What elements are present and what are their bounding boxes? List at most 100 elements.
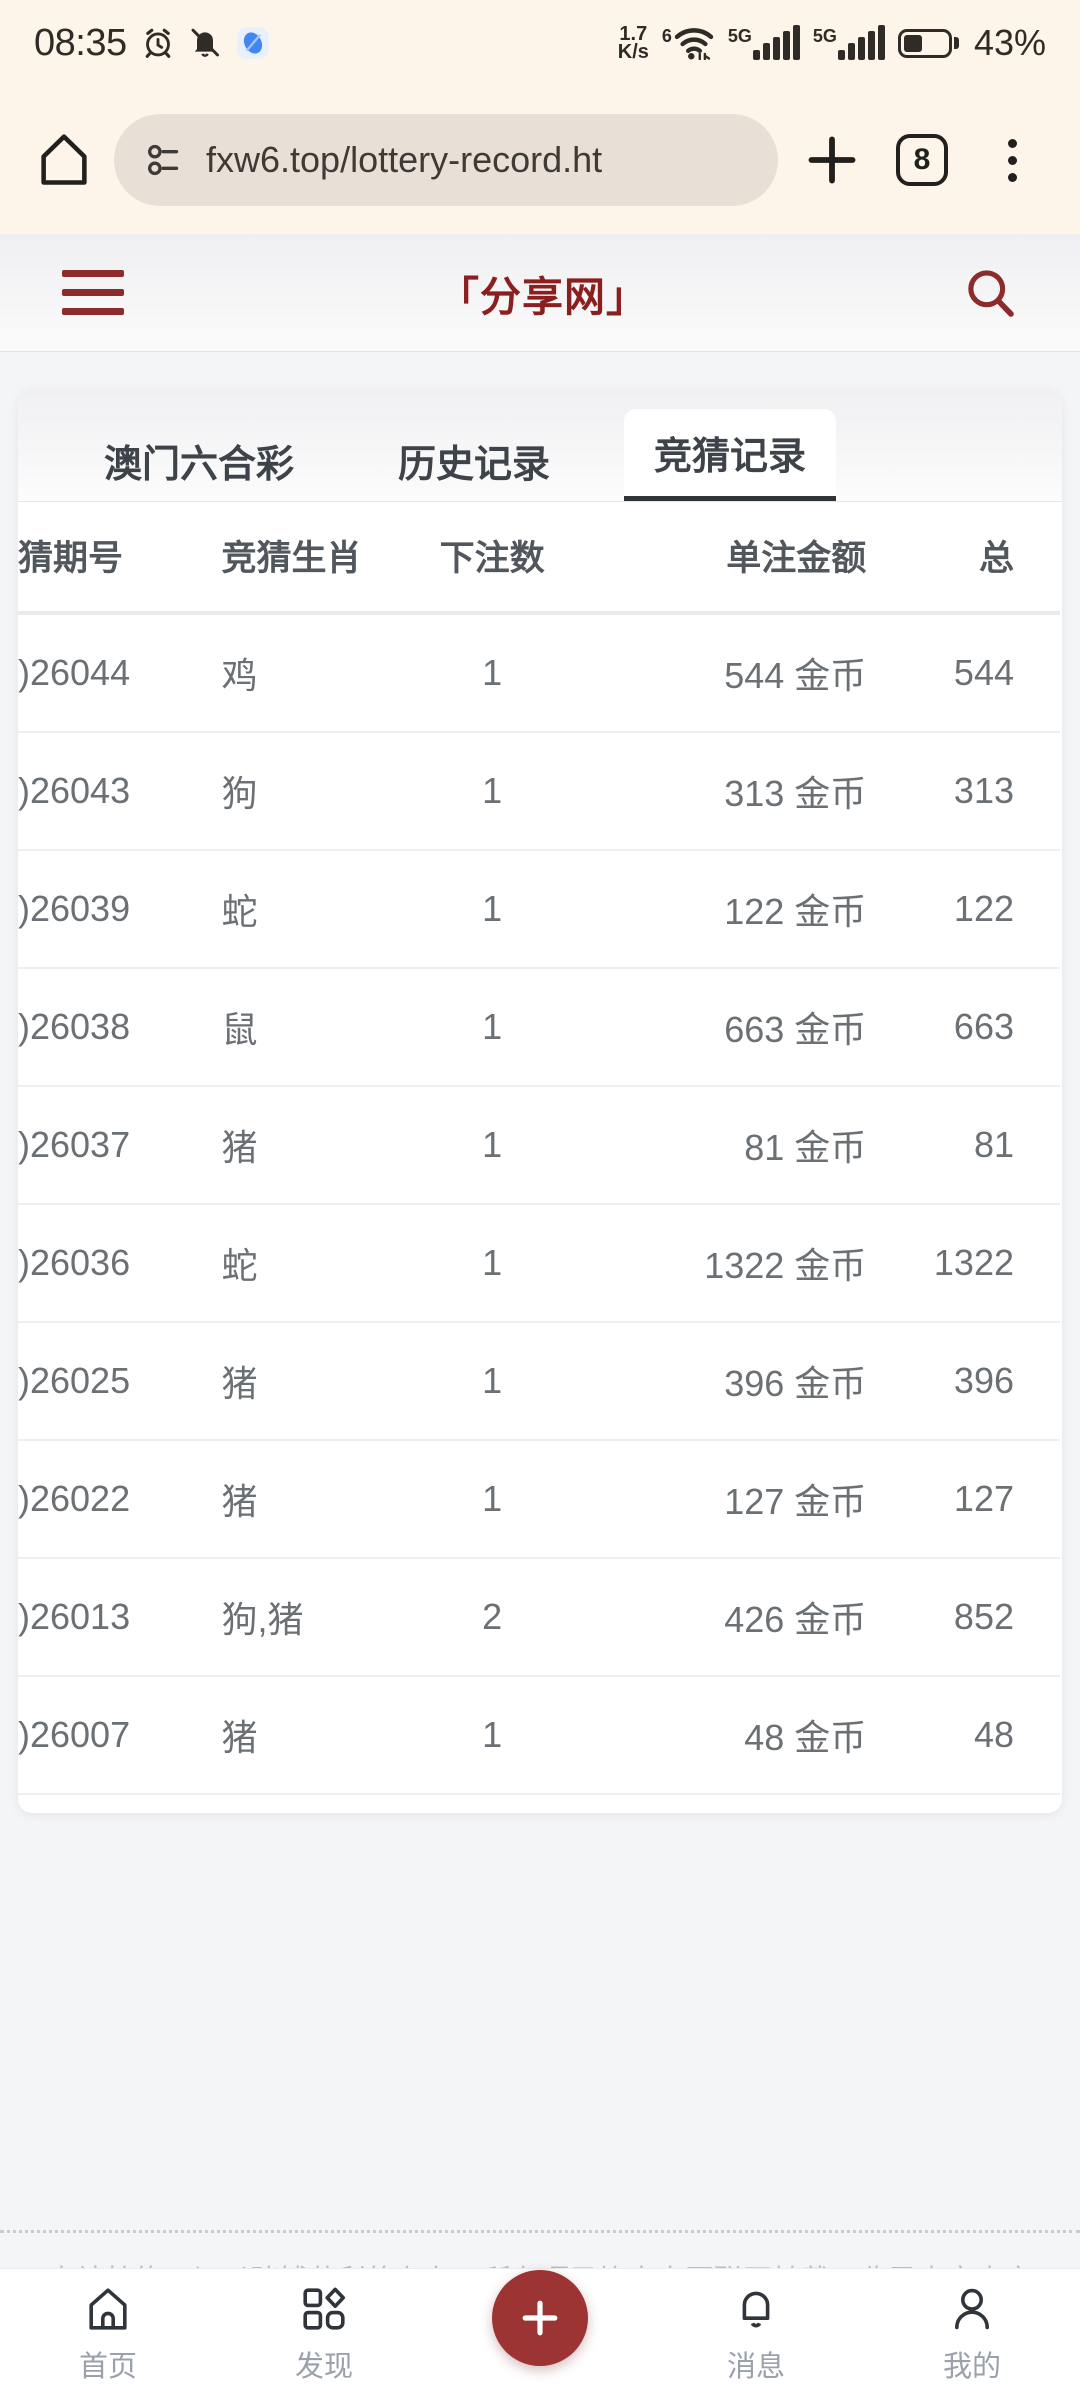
cell-zodiac: 蛇 bbox=[221, 1204, 400, 1323]
cell-total: 313 bbox=[866, 732, 1060, 851]
table-row[interactable]: )26007 猪 1 48 金币 48 bbox=[18, 1676, 1060, 1795]
cell-zodiac: 狗 bbox=[221, 732, 400, 851]
new-tab-button[interactable] bbox=[790, 118, 874, 202]
cell-period: )26038 bbox=[18, 968, 222, 1087]
cell-bet-count: 2 bbox=[399, 1558, 586, 1677]
status-clock: 08:35 bbox=[34, 21, 127, 64]
cell-bet-count: 1 bbox=[399, 1204, 586, 1323]
cell-period: )26037 bbox=[18, 1086, 222, 1205]
url-text: fxw6.top/lottery-record.ht bbox=[206, 139, 603, 180]
cell-bet-count: 1 bbox=[399, 968, 586, 1087]
add-button[interactable] bbox=[492, 2269, 588, 2366]
cell-period: )26043 bbox=[18, 732, 222, 851]
column-header-bet-count: 下注数 bbox=[399, 502, 586, 615]
cell-bet-count: 1 bbox=[399, 1440, 586, 1559]
nav-label-messages: 消息 bbox=[726, 2350, 785, 2383]
home-icon[interactable] bbox=[26, 122, 102, 198]
cell-period: )26007 bbox=[18, 1676, 222, 1795]
table-row[interactable]: )26037 猪 1 81 金币 81 bbox=[18, 1086, 1060, 1205]
wifi-icon: 6 bbox=[662, 26, 715, 60]
table-head: 猜期号 竞猜生肖 下注数 单注金额 总 bbox=[18, 502, 1060, 615]
cell-total: 127 bbox=[866, 1440, 1060, 1559]
cell-unit-amount: 663 金币 bbox=[585, 968, 867, 1087]
cell-unit-amount: 396 金币 bbox=[585, 1322, 867, 1441]
signal-icon-sim1: 5G bbox=[728, 25, 800, 60]
cell-total: 852 bbox=[866, 1558, 1060, 1677]
tab-history-record[interactable]: 历史记录 bbox=[398, 443, 551, 486]
nav-label-home: 首页 bbox=[78, 2350, 137, 2383]
bell-icon bbox=[742, 2291, 770, 2327]
cell-period: )26039 bbox=[18, 850, 222, 969]
column-header-period: 猜期号 bbox=[18, 502, 222, 615]
cell-total: 1322 bbox=[866, 1204, 1060, 1323]
records-table: 猜期号 竞猜生肖 下注数 单注金额 总 )26044 鸡 1 544 金币 544)26… bbox=[18, 502, 1060, 1795]
cell-zodiac: 鼠 bbox=[221, 968, 400, 1087]
cell-bet-count: 1 bbox=[399, 1322, 586, 1441]
records-table-scroll[interactable]: 猜期号 竞猜生肖 下注数 单注金额 总 )26044 鸡 1 544 金币 544)26… bbox=[18, 502, 1062, 1813]
cell-total: 663 bbox=[866, 968, 1060, 1087]
status-bar: 08:35 1.7 K/s bbox=[0, 0, 1080, 86]
table-row[interactable]: )26039 蛇 1 122 金币 122 bbox=[18, 850, 1060, 969]
url-bar[interactable]: fxw6.top/lottery-record.ht bbox=[114, 114, 778, 206]
grid-icon bbox=[303, 2287, 345, 2330]
nav-item-home[interactable]: 首页 bbox=[8, 2285, 208, 2385]
cell-unit-amount: 426 金币 bbox=[585, 1558, 867, 1677]
nav-item-profile[interactable]: 我的 bbox=[872, 2285, 1072, 2385]
table-row[interactable]: )26025 猪 1 396 金币 396 bbox=[18, 1322, 1060, 1441]
cell-unit-amount: 122 金币 bbox=[585, 850, 867, 969]
status-bar-right: 1.7 K/s 6 5G 5G bbox=[618, 22, 1046, 64]
signal-icon-sim2: 5G bbox=[813, 25, 885, 60]
cell-bet-count: 1 bbox=[399, 732, 586, 851]
cell-zodiac: 鸡 bbox=[221, 613, 400, 733]
browser-menu-button[interactable] bbox=[970, 118, 1054, 202]
hamburger-icon[interactable] bbox=[62, 270, 124, 315]
notifications-off-icon bbox=[191, 28, 219, 57]
cell-total: 544 bbox=[866, 613, 1060, 733]
cell-unit-amount: 48 金币 bbox=[585, 1676, 867, 1795]
tab-strip: 澳门六合彩 历史记录 竞猜记录 bbox=[18, 390, 1062, 502]
alarm-icon bbox=[145, 28, 170, 58]
home-icon bbox=[89, 2287, 127, 2330]
nav-item-messages[interactable]: 消息 bbox=[656, 2285, 856, 2385]
cell-unit-amount: 81 金币 bbox=[585, 1086, 867, 1205]
tab-switcher-button[interactable]: 8 bbox=[880, 118, 964, 202]
cell-period: )26036 bbox=[18, 1204, 222, 1323]
site-header: 「分享网」 bbox=[0, 234, 1080, 352]
page-info-icon bbox=[148, 144, 179, 176]
cell-zodiac: 猪 bbox=[221, 1086, 400, 1205]
table-body: )26044 鸡 1 544 金币 544)26043 狗 1 313 金币 313)26039… bbox=[18, 613, 1060, 1795]
cell-unit-amount: 1322 金币 bbox=[585, 1204, 867, 1323]
cell-period: )26022 bbox=[18, 1440, 222, 1559]
browser-icon bbox=[236, 27, 269, 59]
table-row[interactable]: )26038 鼠 1 663 金币 663 bbox=[18, 968, 1060, 1087]
browser-toolbar: fxw6.top/lottery-record.ht 8 bbox=[0, 86, 1080, 234]
bottom-nav: 首页 发现 消息 bbox=[0, 2268, 1080, 2400]
table-row[interactable]: )26043 狗 1 313 金币 313 bbox=[18, 732, 1060, 851]
cell-unit-amount: 127 金币 bbox=[585, 1440, 867, 1559]
column-header-unit-amount: 单注金额 bbox=[585, 502, 867, 615]
nav-label-discover: 发现 bbox=[294, 2350, 353, 2383]
cell-zodiac: 猪 bbox=[221, 1440, 400, 1559]
tab-macau-lottery[interactable]: 澳门六合彩 bbox=[104, 443, 295, 486]
cell-period: )26025 bbox=[18, 1322, 222, 1441]
cell-bet-count: 1 bbox=[399, 613, 586, 733]
cell-zodiac: 蛇 bbox=[221, 850, 400, 969]
table-row[interactable]: )26013 狗,猪 2 426 金币 852 bbox=[18, 1558, 1060, 1677]
search-icon[interactable] bbox=[962, 265, 1018, 321]
records-card: 澳门六合彩 历史记录 竞猜记录 猜期号 竞猜生肖 下注数 单注金额 总 )260… bbox=[18, 390, 1062, 1813]
table-row[interactable]: )26022 猪 1 127 金币 127 bbox=[18, 1440, 1060, 1559]
column-header-zodiac: 竞猜生肖 bbox=[221, 502, 400, 615]
cell-unit-amount: 544 金币 bbox=[585, 613, 867, 733]
cell-bet-count: 1 bbox=[399, 1676, 586, 1795]
person-icon bbox=[955, 2288, 989, 2329]
tab-guess-record[interactable]: 竞猜记录 bbox=[624, 409, 837, 501]
cell-bet-count: 1 bbox=[399, 1086, 586, 1205]
cell-total: 48 bbox=[866, 1676, 1060, 1795]
table-row[interactable]: )26036 蛇 1 1322 金币 1322 bbox=[18, 1204, 1060, 1323]
nav-item-discover[interactable]: 发现 bbox=[224, 2285, 424, 2385]
column-header-total: 总 bbox=[866, 502, 1060, 615]
cell-period: )26013 bbox=[18, 1558, 222, 1677]
nav-item-add[interactable] bbox=[440, 2269, 640, 2366]
table-row[interactable]: )26044 鸡 1 544 金币 544 bbox=[18, 613, 1060, 733]
